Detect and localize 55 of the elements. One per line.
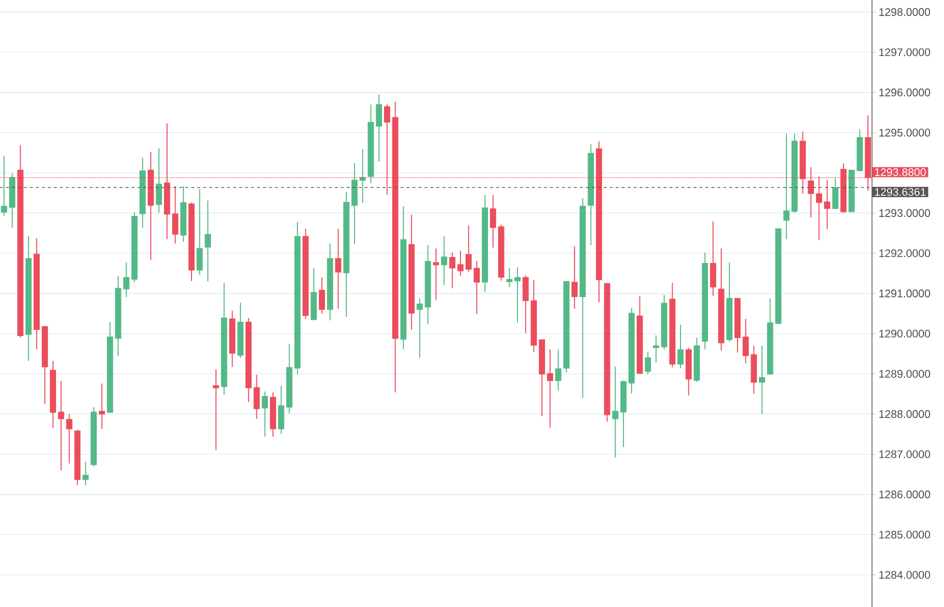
candlestick bbox=[490, 194, 496, 248]
candlestick bbox=[474, 260, 480, 314]
candlestick bbox=[360, 148, 366, 204]
candlestick bbox=[547, 348, 554, 428]
candlestick bbox=[710, 220, 716, 296]
y-tick-label: 1296.0000 bbox=[879, 88, 930, 96]
candlestick bbox=[677, 324, 684, 369]
candlestick bbox=[652, 334, 660, 364]
candlestick bbox=[466, 225, 472, 272]
candlestick bbox=[58, 380, 64, 471]
candlestick bbox=[98, 382, 105, 430]
candlestick bbox=[318, 276, 325, 314]
y-tick-label: 1284.0000 bbox=[879, 570, 930, 579]
y-tick-label: 1295.0000 bbox=[879, 128, 930, 137]
ref-line-label: 1293.6361 bbox=[875, 188, 926, 196]
y-tick-label: 1293.0000 bbox=[879, 209, 930, 217]
candlestick bbox=[441, 236, 448, 286]
ref-line-label: 1293.8800 bbox=[875, 168, 926, 176]
candlestick bbox=[66, 414, 72, 464]
y-tick-label: 1290.0000 bbox=[879, 330, 930, 338]
candlestick bbox=[262, 391, 268, 438]
y-tick-label: 1289.0000 bbox=[879, 370, 930, 378]
candlestick bbox=[254, 374, 260, 420]
candlestick bbox=[1, 155, 8, 216]
candlestick bbox=[824, 180, 830, 230]
candlestick bbox=[571, 246, 578, 310]
candlestick bbox=[376, 94, 382, 162]
candlestick bbox=[172, 186, 178, 244]
candlestick bbox=[196, 188, 203, 276]
y-tick-label: 1297.0000 bbox=[879, 48, 930, 56]
candlestick bbox=[832, 178, 838, 210]
candlestick bbox=[758, 345, 766, 415]
y-tick-label: 1287.0000 bbox=[879, 450, 930, 458]
y-tick-label: 1298.0000 bbox=[879, 8, 930, 16]
candlestick bbox=[156, 148, 162, 214]
candlestick bbox=[82, 461, 89, 486]
candlestick bbox=[506, 268, 512, 288]
y-tick-label: 1292.0000 bbox=[879, 249, 930, 258]
y-tick-label: 1288.0000 bbox=[879, 410, 930, 418]
candlestick bbox=[212, 368, 220, 451]
candlestick bbox=[612, 366, 618, 458]
y-tick-label: 1286.0000 bbox=[879, 490, 930, 498]
candlestick bbox=[432, 248, 440, 300]
candlestick bbox=[457, 250, 464, 276]
candlestick bbox=[522, 274, 529, 334]
candlestick bbox=[555, 348, 562, 392]
candlestick bbox=[514, 266, 521, 323]
candlestick bbox=[449, 252, 456, 289]
y-tick-label: 1285.0000 bbox=[879, 530, 930, 539]
y-tick-label: 1291.0000 bbox=[879, 290, 930, 298]
candlestick bbox=[335, 228, 342, 310]
candlestick bbox=[783, 132, 790, 240]
candlestick bbox=[644, 351, 651, 375]
candlestick bbox=[204, 200, 211, 282]
candlestick bbox=[416, 298, 423, 358]
